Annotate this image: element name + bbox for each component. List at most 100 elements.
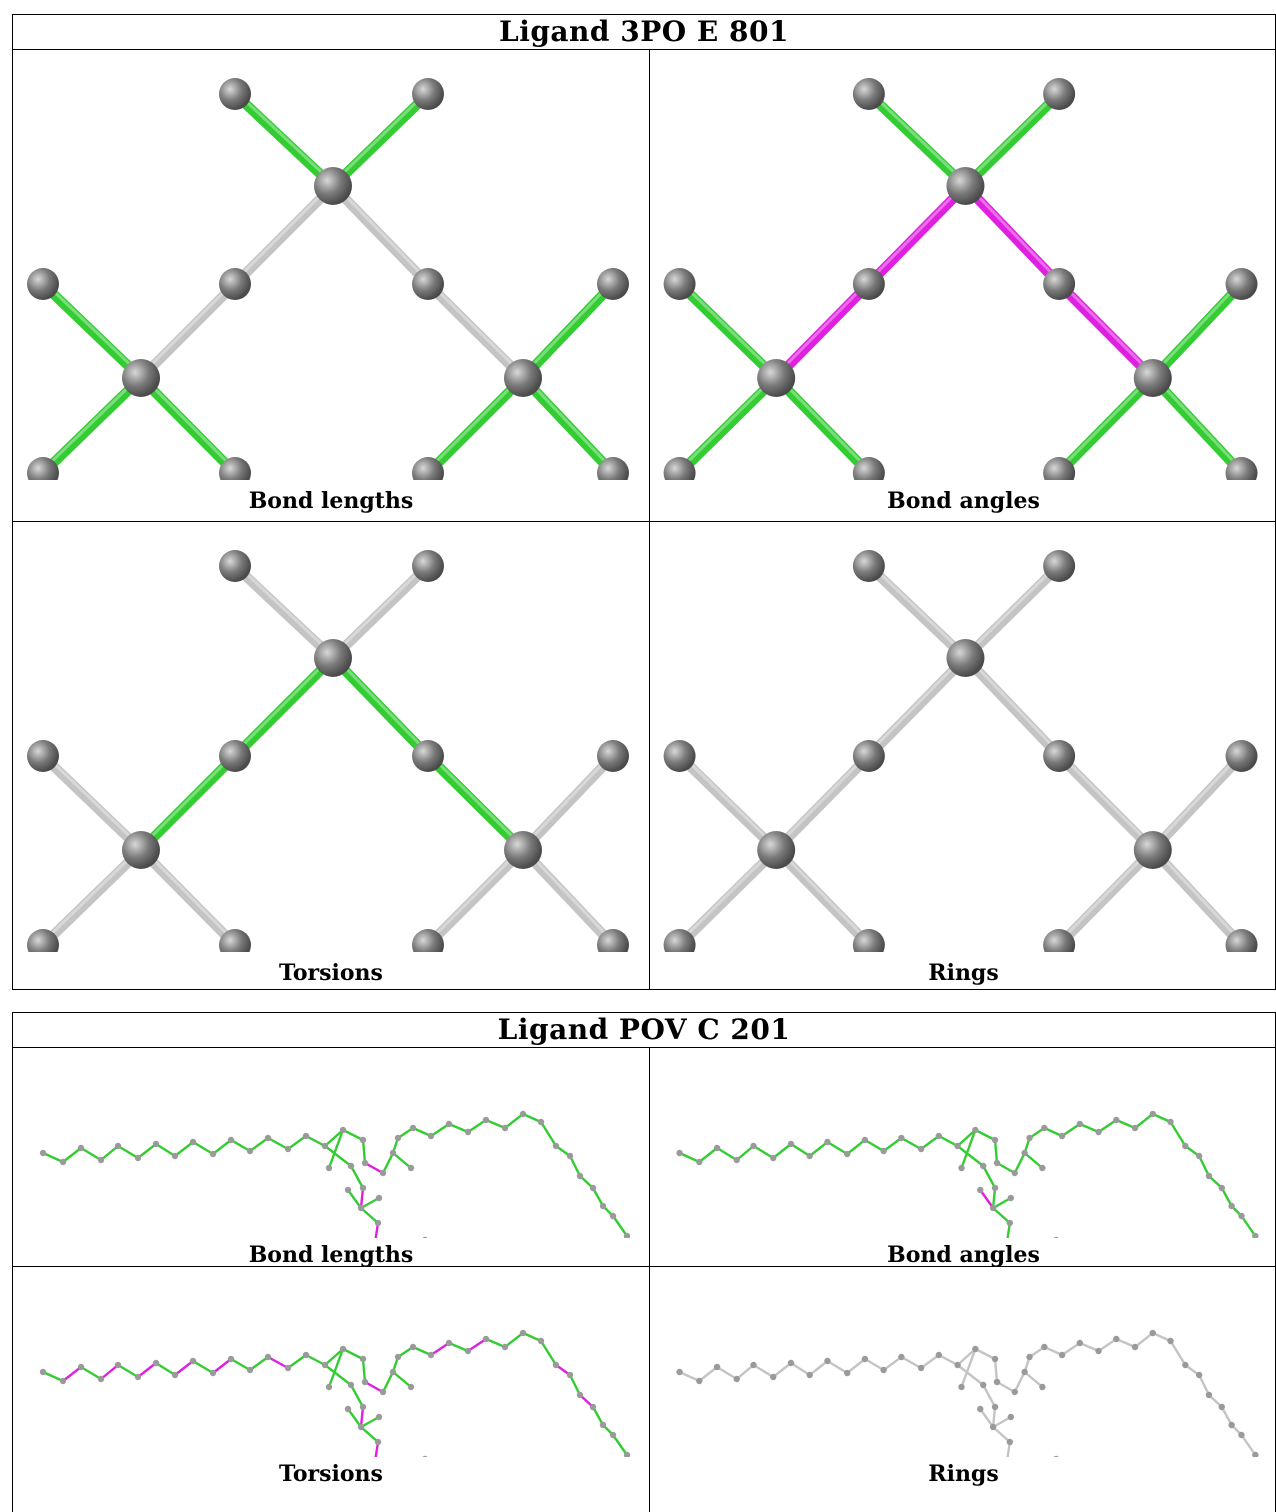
bond <box>937 1353 959 1367</box>
atom <box>1053 1455 1059 1457</box>
bond <box>674 373 782 478</box>
atom <box>1252 1451 1259 1457</box>
atom <box>27 929 59 952</box>
panel-bond-angles: Bond angles <box>650 1048 1276 1268</box>
atom <box>209 1369 217 1377</box>
bonds <box>38 89 618 478</box>
atom <box>1053 1236 1059 1238</box>
atom <box>219 550 251 582</box>
atom <box>482 1335 490 1343</box>
atom <box>284 1364 292 1372</box>
bond <box>381 1370 395 1394</box>
atom <box>852 929 885 952</box>
atom <box>122 831 160 869</box>
bond <box>518 845 618 950</box>
bond <box>956 1363 985 1387</box>
atom <box>977 1405 984 1413</box>
bond <box>735 1363 755 1381</box>
atom <box>946 639 985 677</box>
atoms <box>663 78 1258 480</box>
atom <box>482 1116 490 1124</box>
atom <box>314 167 352 205</box>
atom <box>991 1184 999 1192</box>
atom <box>1218 1403 1225 1411</box>
atom <box>39 1149 47 1157</box>
atom <box>219 78 251 110</box>
atom <box>852 78 885 110</box>
bond <box>863 1357 885 1372</box>
atom <box>609 1431 617 1439</box>
bond <box>937 1134 959 1148</box>
column-divider <box>649 49 650 989</box>
bond <box>1097 1118 1118 1134</box>
bond-highlight <box>521 845 615 944</box>
bond-highlight <box>1151 845 1244 944</box>
atom <box>663 929 696 952</box>
bond <box>991 1196 1013 1210</box>
atom <box>770 1154 777 1162</box>
bond <box>1013 1370 1026 1394</box>
atom <box>1252 1232 1259 1238</box>
bond <box>991 1405 997 1429</box>
bond-highlight <box>963 89 1061 185</box>
atom <box>537 1337 545 1345</box>
atom <box>1011 1169 1018 1177</box>
atom <box>1113 1335 1120 1343</box>
atom <box>77 1144 85 1152</box>
atom <box>314 639 352 677</box>
atom <box>1043 457 1076 480</box>
bond <box>1133 1331 1154 1349</box>
atom <box>1167 1337 1174 1345</box>
atom <box>898 1353 905 1361</box>
bond <box>1151 1331 1172 1343</box>
atom <box>623 1232 631 1238</box>
atom <box>1095 1128 1102 1136</box>
atom <box>954 1361 961 1369</box>
bond <box>1043 1345 1064 1357</box>
atom <box>750 1361 757 1369</box>
bond <box>411 1345 433 1357</box>
bond <box>99 1363 120 1381</box>
atom <box>374 1219 382 1227</box>
bond <box>286 1134 308 1151</box>
bond <box>341 1347 365 1361</box>
bond-highlight <box>774 751 871 849</box>
atom <box>1205 1172 1213 1180</box>
bond <box>518 751 618 855</box>
bond <box>1147 373 1247 478</box>
panel-torsions: Torsions <box>13 522 649 990</box>
atom <box>219 740 251 772</box>
bond <box>361 1357 367 1384</box>
panel-caption: Bond lengths <box>248 488 414 514</box>
atom <box>59 1158 67 1166</box>
atom <box>325 1383 333 1391</box>
bond <box>611 1433 629 1457</box>
atom <box>359 1184 367 1192</box>
atom <box>412 457 444 480</box>
atom <box>1006 1438 1014 1446</box>
bond <box>956 1128 977 1148</box>
atom <box>787 1359 795 1367</box>
bond <box>518 279 618 383</box>
bond <box>960 1128 977 1170</box>
panel-caption: Rings <box>928 960 999 986</box>
atom <box>464 1347 472 1355</box>
column-divider <box>649 1047 650 1512</box>
atom <box>412 268 444 300</box>
atom <box>359 1403 367 1411</box>
bond <box>991 1425 1012 1444</box>
bond-highlight <box>139 279 237 377</box>
bonds <box>38 561 618 950</box>
bond <box>484 1337 507 1349</box>
atom <box>504 831 542 869</box>
atom <box>1113 1116 1120 1124</box>
bond <box>327 1128 345 1170</box>
atom <box>917 1145 925 1153</box>
atom <box>989 1204 997 1212</box>
atom <box>852 550 885 582</box>
atom <box>374 1438 382 1446</box>
bond <box>789 1142 811 1158</box>
bond <box>995 1380 1016 1394</box>
atom <box>977 1186 984 1194</box>
atom <box>321 1361 329 1369</box>
